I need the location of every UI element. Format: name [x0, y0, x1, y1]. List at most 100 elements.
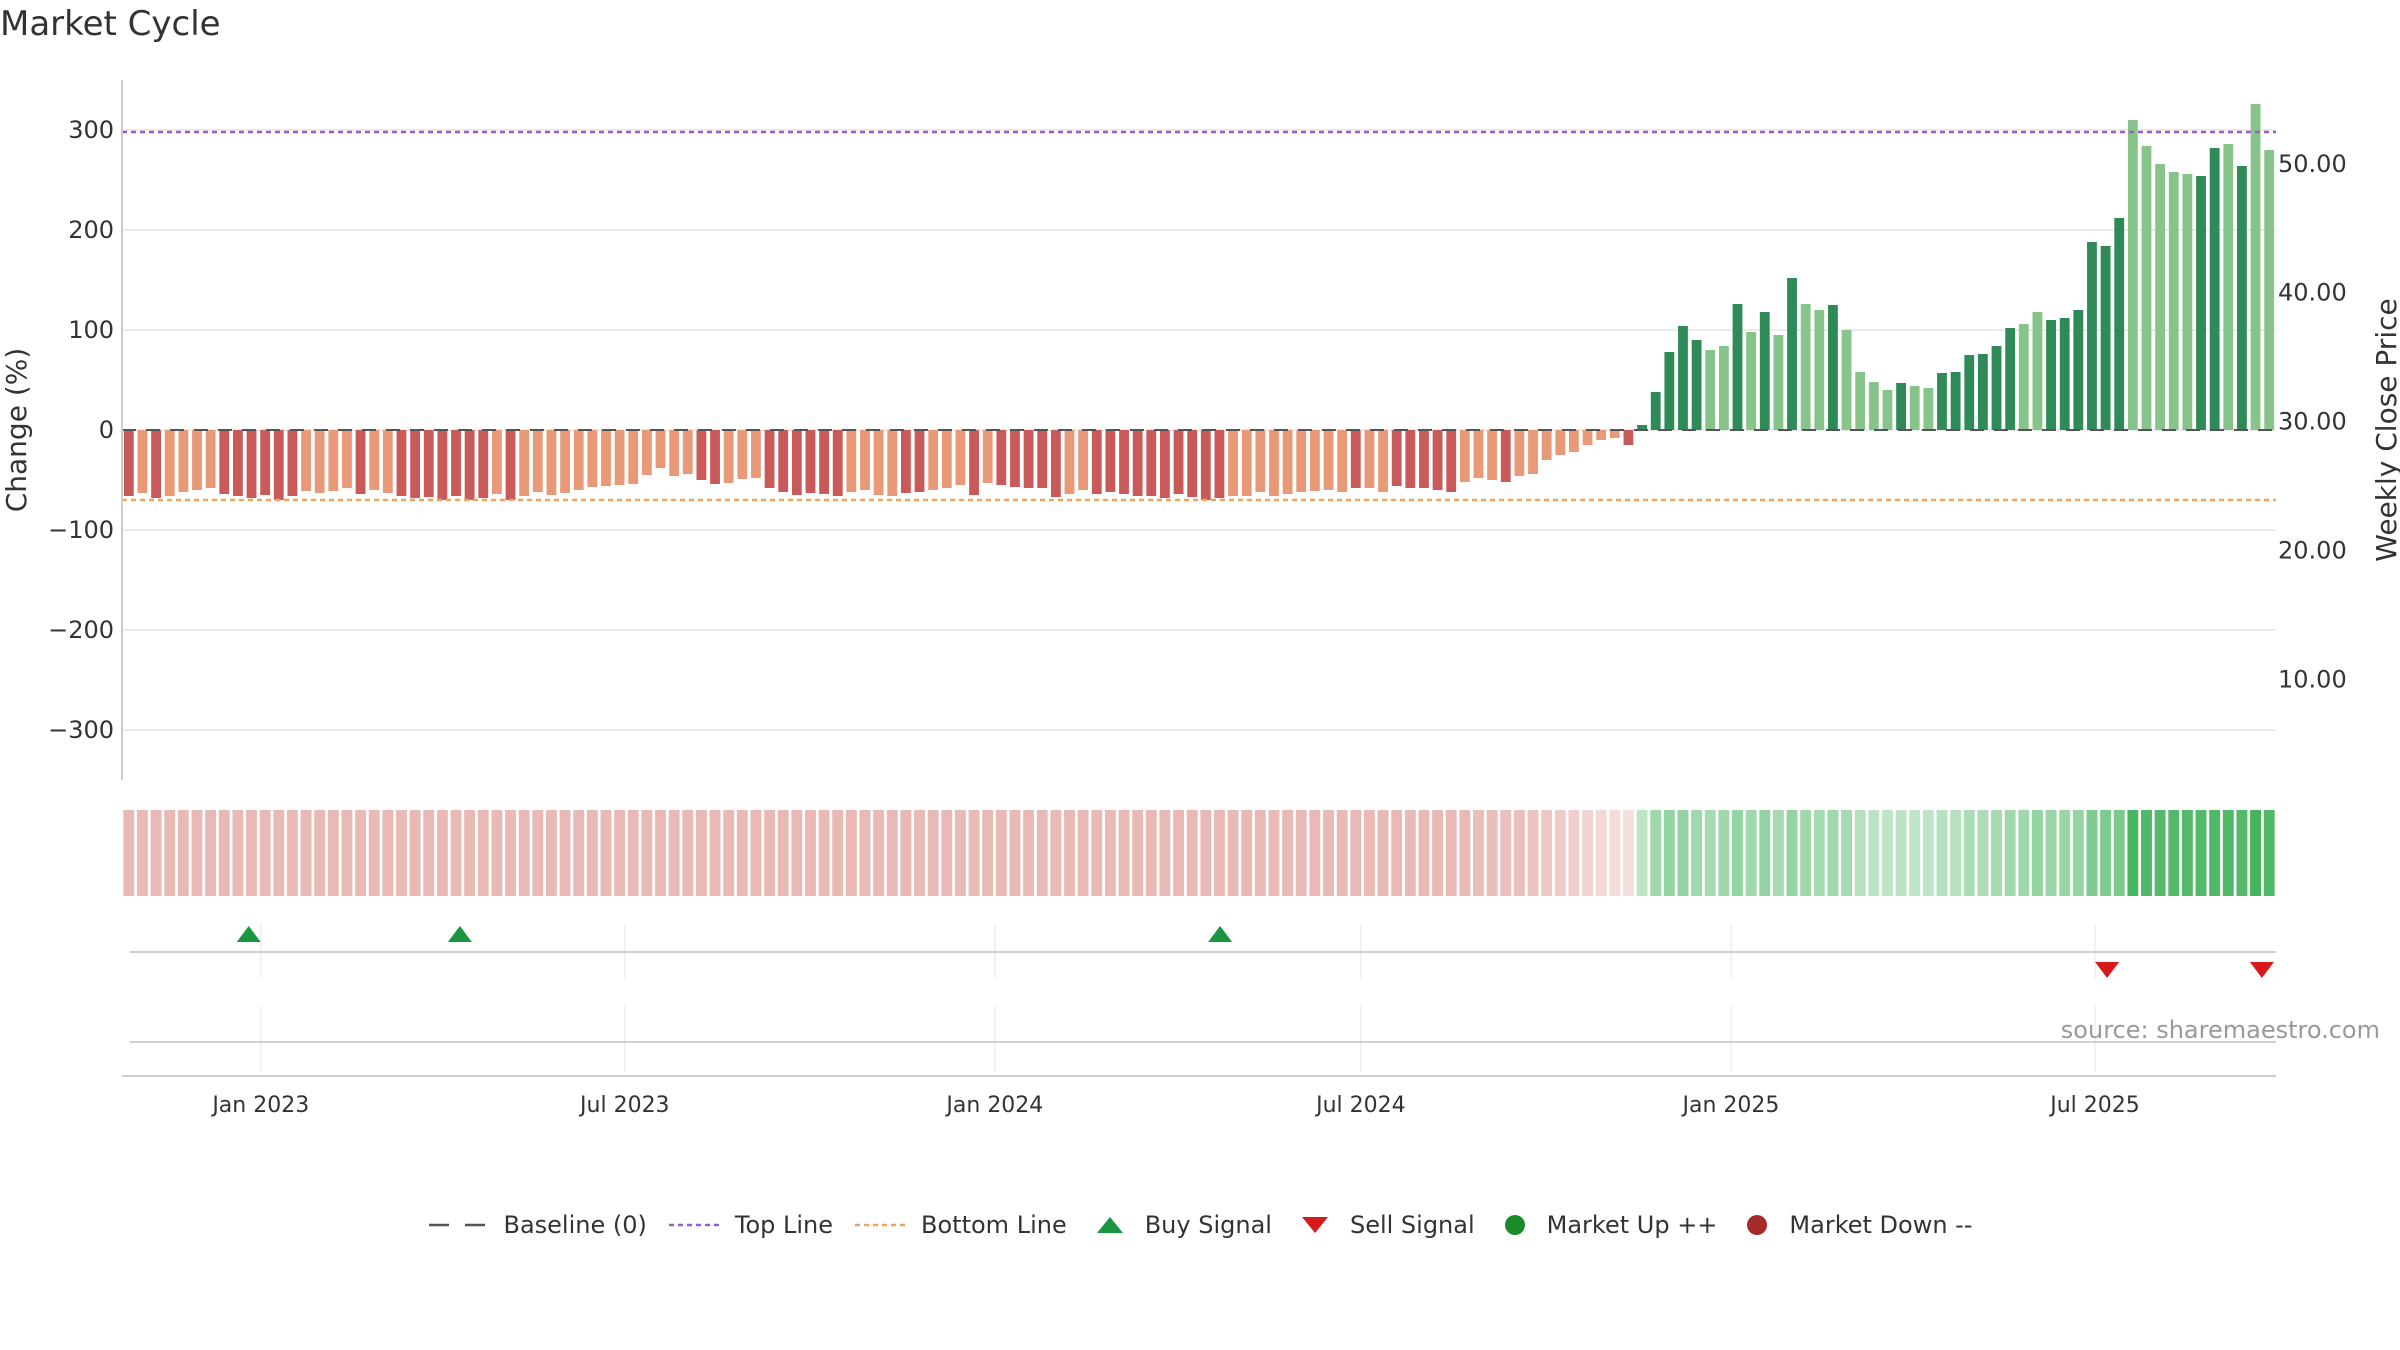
heat-cell	[218, 810, 230, 896]
heat-cell	[273, 810, 285, 896]
bar	[219, 430, 230, 494]
bar	[1582, 430, 1593, 445]
market-up-icon	[1495, 1213, 1547, 1237]
heat-cell	[1650, 810, 1662, 896]
bar	[1337, 430, 1348, 492]
heat-cell	[1404, 810, 1416, 896]
bar	[1187, 430, 1198, 497]
heat-cell	[368, 810, 380, 896]
heat-cell	[709, 810, 721, 896]
bar	[1718, 346, 1729, 430]
heat-cell	[286, 810, 298, 896]
heat-cell	[832, 810, 844, 896]
bar	[1691, 340, 1702, 430]
source-note: source: sharemaestro.com	[2061, 1016, 2380, 1044]
bar	[546, 430, 557, 495]
y2-tick-label: 30.00	[2278, 408, 2347, 436]
bar	[641, 430, 652, 475]
bar	[1200, 430, 1211, 500]
bar	[832, 430, 843, 496]
heat-cell	[2195, 810, 2207, 896]
legend: Baseline (0) Top Line Bottom Line Buy Signa…	[0, 1200, 2400, 1250]
bar	[232, 430, 243, 496]
heat-cell	[1554, 810, 1566, 896]
heat-cell	[532, 810, 544, 896]
signal-panel	[130, 924, 2276, 1072]
bar	[1991, 346, 2002, 430]
legend-label: Sell Signal	[1349, 1211, 1475, 1239]
bar	[1214, 430, 1225, 498]
legend-label: Top Line	[734, 1211, 834, 1239]
bar	[1855, 372, 1866, 430]
bar	[2223, 144, 2234, 430]
bar	[1350, 430, 1361, 488]
x-tick-label: Jan 2025	[1681, 1093, 1780, 1118]
bar	[437, 430, 448, 500]
heat-cell	[1104, 810, 1116, 896]
y-tick-label: 100	[68, 316, 114, 344]
bar	[1432, 430, 1443, 490]
heat-cell	[123, 810, 135, 896]
legend-bottom-line: Bottom Line	[853, 1211, 1067, 1239]
bar	[887, 430, 898, 496]
heat-cell	[1009, 810, 1021, 896]
bar	[2168, 172, 2179, 430]
heat-cell	[791, 810, 803, 896]
heat-cell	[1350, 810, 1362, 896]
heat-cell	[1227, 810, 1239, 896]
legend-label: Market Down --	[1789, 1211, 1973, 1239]
heat-cell	[1077, 810, 1089, 896]
heat-cell	[859, 810, 871, 896]
bar	[369, 430, 380, 490]
x-axis: Jan 2023 Jul 2023 Jan 2024 Jul 2024 Jan 2025…	[122, 1075, 2276, 1118]
bar	[151, 430, 161, 498]
heat-cell	[450, 810, 462, 896]
bar	[1050, 430, 1061, 497]
top-line-icon	[667, 1215, 735, 1235]
heat-cell	[1459, 810, 1471, 896]
bar	[1378, 430, 1388, 492]
bar	[1296, 430, 1307, 492]
bar	[1555, 430, 1566, 455]
bar	[1637, 425, 1647, 430]
heat-cell	[1950, 810, 1962, 896]
bar	[164, 430, 175, 496]
heat-cell	[627, 810, 639, 896]
heat-cell	[1159, 810, 1171, 896]
y2-tick-label: 40.00	[2278, 279, 2347, 307]
heat-cell	[1813, 810, 1825, 896]
bar	[737, 430, 748, 479]
heat-cell	[1268, 810, 1280, 896]
bar	[1391, 430, 1402, 486]
heat-cell	[2072, 810, 2084, 896]
bar	[587, 430, 598, 487]
heat-cell	[545, 810, 557, 896]
y2-tick-label: 20.00	[2278, 537, 2347, 565]
heat-cell	[1691, 810, 1703, 896]
bar	[451, 430, 461, 496]
heat-cell	[805, 810, 816, 896]
heat-cell	[695, 810, 707, 896]
bar	[519, 430, 530, 496]
heat-cell	[736, 810, 748, 896]
bar	[1923, 388, 1934, 430]
heat-cell	[1991, 810, 2002, 896]
bar	[860, 430, 870, 490]
bar	[1664, 352, 1675, 430]
heat-cell	[668, 810, 680, 896]
bar	[2127, 120, 2138, 430]
heat-cell	[927, 810, 939, 896]
heat-cell	[1800, 810, 1812, 896]
heat-cell	[2100, 810, 2112, 896]
bar	[423, 430, 434, 497]
bar	[1950, 372, 1961, 430]
bar	[710, 430, 720, 484]
bar	[505, 430, 516, 500]
legend-label: Bottom Line	[921, 1211, 1067, 1239]
bar	[1623, 430, 1634, 445]
heat-cell	[764, 810, 776, 896]
bar	[1609, 430, 1620, 438]
bar	[1023, 430, 1034, 488]
x-tick-label: Jul 2024	[1314, 1093, 1406, 1118]
y-tick-label: −200	[48, 616, 114, 644]
